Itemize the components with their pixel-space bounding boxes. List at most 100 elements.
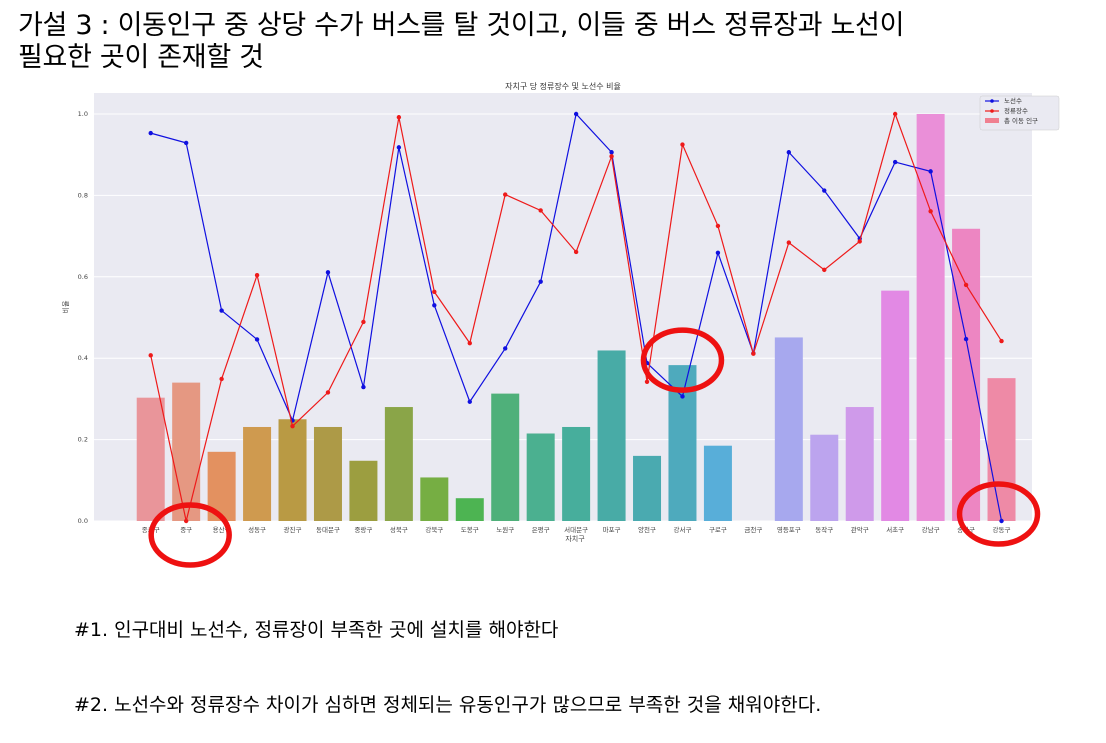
point-lines: [219, 308, 224, 313]
point-stops: [786, 240, 792, 245]
x-tick-label: 강남구: [922, 525, 940, 534]
point-stops: [467, 340, 472, 346]
point-stops: [503, 192, 508, 197]
point-lines: [928, 169, 933, 174]
y-tick-label: 0.8: [78, 191, 88, 199]
bar-마포구: [597, 350, 626, 521]
y-tick-labels: 0.0 0.2 0.4 0.6 0.8 1.0: [78, 110, 88, 525]
notes: #1. 인구대비 노선수, 정류장이 부족한 곳에 설치를 해야한다 #2. 노…: [74, 568, 821, 743]
legend-label-lines: 노선수: [1004, 96, 1022, 105]
x-tick-labels: 종로구 중구 용산구 성동구 광진구 동대문구 중랑구 성북구 강북구 도봉구 노원구 은평구 서대문구…: [142, 525, 1011, 534]
bar-강동구: [987, 378, 1016, 521]
point-stops: [325, 390, 331, 395]
x-tick-label: 광진구: [284, 525, 302, 534]
point-stops: [963, 282, 969, 288]
x-tick-label: 강서구: [673, 525, 691, 534]
point-stops: [538, 208, 543, 213]
point-stops: [609, 154, 614, 159]
bar-강북구: [420, 477, 449, 521]
bar-양천구: [633, 455, 662, 521]
point-stops: [644, 379, 650, 385]
point-lines: [361, 384, 366, 390]
bar-노원구: [491, 393, 520, 521]
bar-송파구: [952, 228, 981, 522]
bar-종로구: [136, 397, 165, 521]
x-tick-label: 은평구: [532, 525, 550, 534]
point-lines: [325, 270, 331, 275]
point-stops: [573, 249, 579, 255]
point-stops: [290, 423, 295, 429]
point-lines: [432, 303, 437, 308]
note-1: #1. 인구대비 노선수, 정류장이 부족한 곳에 설치를 해야한다: [74, 619, 559, 641]
y-tick-label: 0.4: [78, 354, 88, 362]
x-tick-label: 영등포구: [777, 525, 801, 534]
legend-label-stops: 정류장수: [1004, 106, 1028, 115]
slide-heading: 가설 3 : 이동인구 중 상당 수가 버스를 탈 것이고, 이들 중 버스 정…: [18, 10, 905, 73]
legend-swatch-population: [985, 118, 999, 123]
x-tick-label: 도봉구: [461, 526, 479, 534]
point-lines: [148, 130, 153, 136]
point-stops: [751, 351, 756, 356]
point-lines: [715, 250, 721, 255]
y-tick-label: 1.0: [78, 110, 88, 118]
x-tick-label: 동작구: [815, 525, 833, 534]
point-stops: [928, 209, 933, 214]
point-lines: [963, 336, 969, 342]
bar-영등포구: [774, 337, 803, 521]
point-stops: [822, 267, 827, 273]
point-stops: [183, 518, 189, 524]
highlight-circles: [148, 327, 1041, 568]
point-lines: [254, 337, 260, 342]
point-lines: [467, 399, 472, 404]
point-stops: [254, 272, 260, 278]
x-tick-label: 관악구: [851, 525, 869, 534]
point-lines: [609, 150, 614, 155]
x-tick-label: 중구: [180, 526, 192, 534]
chart: 종로구 중구 용산구 성동구 광진구 동대문구 중랑구 성북구 강북구 도봉구 노원구 은평구 서대문구…: [61, 81, 1060, 568]
point-lines: [503, 346, 508, 351]
point-stops: [857, 239, 862, 244]
highlight-circle-강서구: [640, 327, 725, 393]
x-axis-label: 자치구: [565, 534, 585, 543]
x-tick-label: 서초구: [886, 525, 904, 534]
x-tick-label: 중랑구: [354, 526, 372, 534]
x-tick-label: 서대문구: [564, 525, 588, 534]
point-lines: [680, 394, 685, 399]
x-tick-label: 용산구: [213, 525, 231, 534]
bar-중구: [172, 382, 201, 521]
point-lines: [183, 140, 189, 146]
highlight-circle-강동구: [956, 481, 1041, 547]
point-stops: [432, 289, 437, 295]
bar-광진구: [278, 419, 307, 521]
highlight-circle-중구: [148, 502, 232, 568]
y-tick-label: 0.6: [78, 273, 88, 281]
point-stops: [715, 223, 721, 229]
point-lines: [573, 111, 579, 117]
x-tick-label: 성동구: [248, 525, 266, 534]
bar-구로구: [703, 445, 732, 521]
x-tick-label: 성북구: [390, 525, 408, 534]
x-tick-label: 동대문구: [316, 526, 340, 534]
point-lines: [822, 188, 827, 193]
bar-서대문구: [562, 426, 591, 521]
legend-marker-stops: [990, 109, 994, 113]
x-tick-label: 강북구: [425, 525, 443, 534]
x-tick-label: 마포구: [603, 525, 621, 534]
bar-성북구: [384, 407, 413, 521]
point-stops: [148, 353, 153, 358]
bar-은평구: [526, 433, 555, 521]
line-series: [148, 111, 1004, 524]
bar-강남구: [916, 114, 945, 521]
bar-series: [136, 114, 1016, 522]
y-tick-label: 0.2: [78, 436, 88, 444]
bar-도봉구: [455, 498, 484, 521]
bar-서초구: [881, 290, 910, 521]
bar-관악구: [845, 407, 874, 521]
x-tick-label: 양천구: [638, 525, 656, 534]
x-tick-label: 구로구: [709, 526, 727, 534]
y-axis-label: 비율: [61, 300, 70, 313]
bar-성동구: [243, 426, 272, 521]
bar-동작구: [810, 434, 839, 521]
point-lines: [538, 279, 543, 284]
note-2: #2. 노선수와 정류장수 차이가 심하면 정체되는 유동인구가 많으므로 부족…: [74, 694, 822, 716]
